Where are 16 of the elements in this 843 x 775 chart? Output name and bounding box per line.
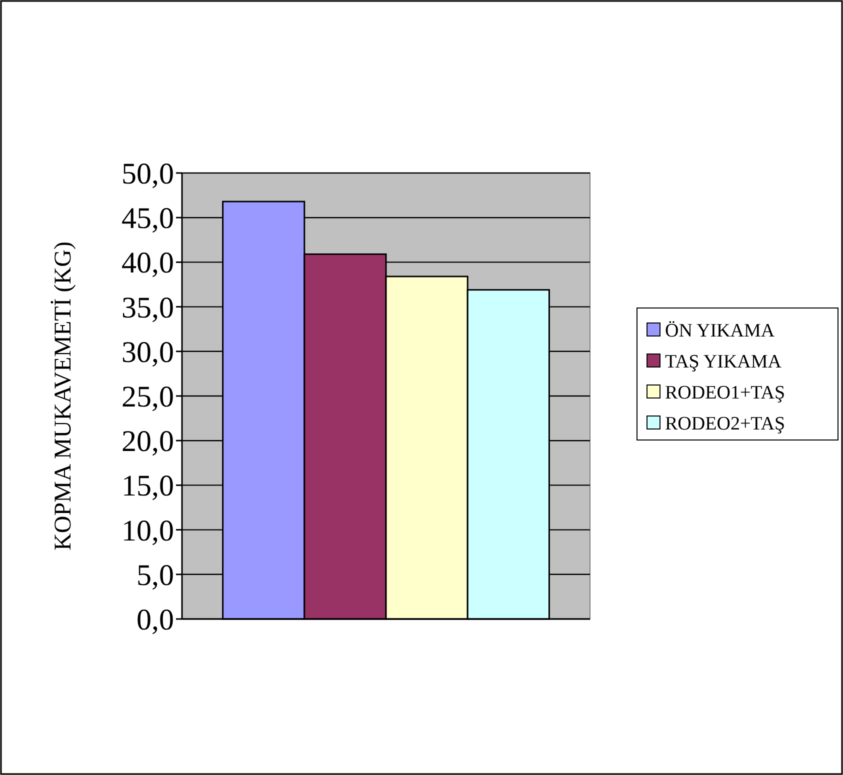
legend-label: TAŞ YIKAMA bbox=[665, 352, 782, 373]
y-tick-label: 10,0 bbox=[122, 514, 174, 548]
y-tick-label: 40,0 bbox=[122, 246, 174, 280]
y-tick-label: 25,0 bbox=[122, 380, 174, 414]
y-tick-label: 50,0 bbox=[122, 158, 174, 190]
y-tick-label: 45,0 bbox=[122, 202, 174, 236]
legend-label: ÖN YIKAMA bbox=[665, 320, 775, 342]
y-tick-label: 15,0 bbox=[122, 470, 174, 503]
y-tick-label: 0,0 bbox=[136, 604, 174, 636]
y-tick-label: 5,0 bbox=[136, 558, 174, 592]
y-tick-label: 30,0 bbox=[122, 336, 174, 369]
y-axis-title: KOPMA MUKAVEMETİ (KG) bbox=[50, 242, 76, 550]
legend-label: RODEO1+TAŞ bbox=[665, 382, 786, 404]
legend-label: RODEO2+TAŞ bbox=[665, 414, 786, 435]
y-tick-label: 20,0 bbox=[122, 425, 174, 458]
y-tick-label: 35,0 bbox=[122, 291, 174, 324]
